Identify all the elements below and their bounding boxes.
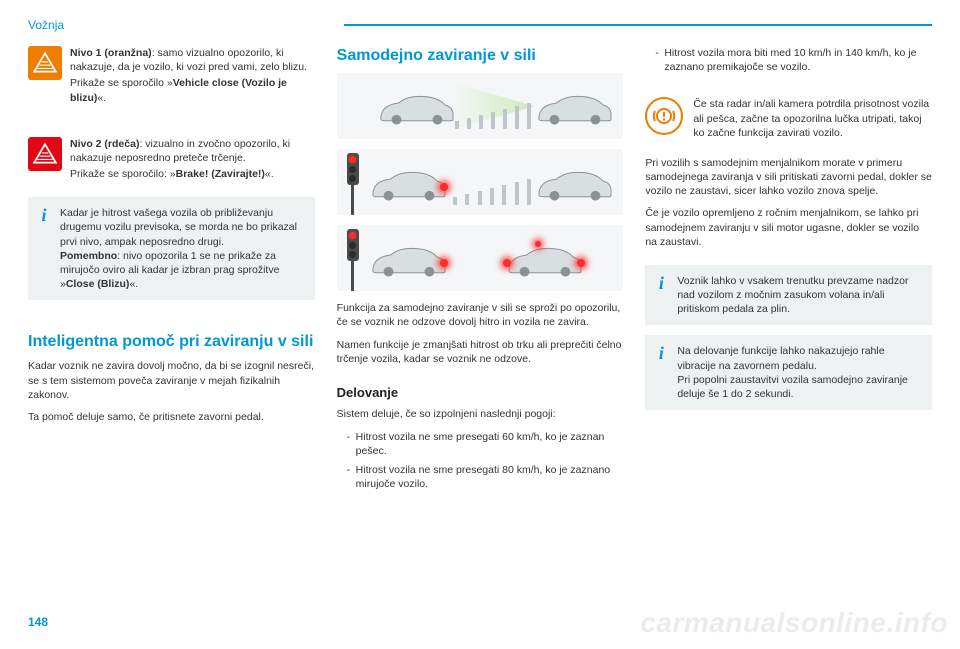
warning-1-text: Nivo 1 (oranžna): samo vizualno opozoril… xyxy=(70,46,315,107)
info-1-p2-bold2: Close (Blizu) xyxy=(66,278,130,290)
list-item: Hitrost vozila ne sme presegati 60 km/h,… xyxy=(347,430,624,458)
info-1-text: Kadar je hitrost vašega vozila ob pribli… xyxy=(60,206,305,291)
info-override-text: Voznik lahko v vsakem trenutku prevzame … xyxy=(677,274,922,317)
info-vibration-p2: Pri popolni zaustavitvi vozila samodejno… xyxy=(677,373,922,401)
heading-operation: Delovanje xyxy=(337,384,624,402)
content-columns: Nivo 1 (oranžna): samo vizualno opozoril… xyxy=(28,46,932,649)
info-note-vibration: i Na delovanje funkcije lahko nakazujejo… xyxy=(645,335,932,410)
speed-range-list: Hitrost vozila mora biti med 10 km/h in … xyxy=(645,46,932,79)
info-vibration-p1: Na delovanje funkcije lahko nakazujejo r… xyxy=(677,344,922,372)
diagram-stopped-vehicle xyxy=(337,149,624,215)
warning-2-title: Nivo 2 (rdeča) xyxy=(70,138,139,150)
info-icon: i xyxy=(653,274,669,317)
page-header: Vožnja xyxy=(28,18,932,32)
warning-2-text: Nivo 2 (rdeča): vizualno in zvočno opozo… xyxy=(70,137,315,184)
rear-car-icon xyxy=(535,91,613,127)
info-note-1: i Kadar je hitrost vašega vozila ob prib… xyxy=(28,197,315,300)
heading-intelligent-brake-assist: Inteligentna pomoč pri zaviranju v sili xyxy=(28,332,315,351)
warning-1-msg-lead: Prikaže se sporočilo » xyxy=(70,77,173,89)
col2-p2: Namen funkcije je zmanjšati hitrost ob t… xyxy=(337,338,624,366)
warning-1-title: Nivo 1 (oranžna) xyxy=(70,47,152,59)
column-2: Samodejno zaviranje v sili xyxy=(337,46,624,649)
col2-p1: Funkcija za samodejno zaviranje v sili s… xyxy=(337,301,624,329)
warning-2-msg-bold: Brake! (Zavirajte!) xyxy=(176,168,265,180)
info-icon: i xyxy=(653,344,669,401)
diagram-stack xyxy=(337,73,624,291)
radar-text: Če sta radar in/ali kamera potrdila pris… xyxy=(693,97,932,140)
info-1-p2-bold: Pomembno xyxy=(60,250,117,262)
sensor-bars xyxy=(455,103,532,129)
warning-level-2: Nivo 2 (rdeča): vizualno in zvočno opozo… xyxy=(28,137,315,184)
front-car-stopped-icon xyxy=(369,243,447,279)
info-note-driver-override: i Voznik lahko v vsakem trenutku prevzam… xyxy=(645,265,932,326)
info-1-p2-tail: «. xyxy=(129,278,138,290)
warning-level-1: Nivo 1 (oranžna): samo vizualno opozoril… xyxy=(28,46,315,107)
traffic-light-icon xyxy=(345,229,361,291)
brake-light-rear-icon xyxy=(577,259,585,267)
manual-page: Vožnja Nivo 1 (oranžna): samo vizualno o… xyxy=(0,0,960,649)
col1-p1: Kadar voznik ne zavira dovolj močno, da … xyxy=(28,359,315,402)
approaching-car-icon xyxy=(535,167,613,203)
list-item: Hitrost vozila ne sme presegati 80 km/h,… xyxy=(347,463,624,491)
warning-2-msg-tail: «. xyxy=(265,168,274,180)
column-3: Hitrost vozila mora biti med 10 km/h in … xyxy=(645,46,932,649)
front-car-stopped-icon xyxy=(369,167,447,203)
warning-triangle-red-icon xyxy=(28,137,62,171)
warning-1-msg-tail: «. xyxy=(97,92,106,104)
brake-warning-lamp-icon xyxy=(645,97,683,135)
section-tab: Vožnja xyxy=(28,18,64,32)
operation-conditions-list: Hitrost vozila ne sme presegati 60 km/h,… xyxy=(337,430,624,497)
list-item: Hitrost vozila mora biti med 10 km/h in … xyxy=(655,46,932,74)
warning-2-msg-lead: Prikaže se sporočilo: » xyxy=(70,168,176,180)
diagram-radar-detection xyxy=(337,73,624,139)
front-car-icon xyxy=(377,91,455,127)
info-vibration-text: Na delovanje funkcije lahko nakazujejo r… xyxy=(677,344,922,401)
header-rule xyxy=(344,24,932,26)
brake-light-icon xyxy=(440,259,448,267)
heading-auto-emergency-braking: Samodejno zaviranje v sili xyxy=(337,46,624,65)
braking-car-icon xyxy=(505,243,583,279)
sensor-bars xyxy=(453,179,532,205)
col3-p2: Če je vozilo opremljeno z ročnim menjaln… xyxy=(645,206,932,249)
col3-p1: Pri vozilih s samodejnim menjalnikom mor… xyxy=(645,156,932,199)
radar-indicator-note: Če sta radar in/ali kamera potrdila pris… xyxy=(645,97,932,140)
page-number: 148 xyxy=(28,615,48,629)
diagram-own-vehicle-braking xyxy=(337,225,624,291)
traffic-light-icon xyxy=(345,153,361,215)
info-1-p1: Kadar je hitrost vašega vozila ob pribli… xyxy=(60,206,305,249)
warning-triangle-orange-icon xyxy=(28,46,62,80)
column-1: Nivo 1 (oranžna): samo vizualno opozoril… xyxy=(28,46,315,649)
col1-p2: Ta pomoč deluje samo, če pritisnete zavo… xyxy=(28,410,315,424)
brake-light-icon xyxy=(440,183,448,191)
info-icon: i xyxy=(36,206,52,291)
col2-p3: Sistem deluje, če so izpolnjeni naslednj… xyxy=(337,407,624,421)
